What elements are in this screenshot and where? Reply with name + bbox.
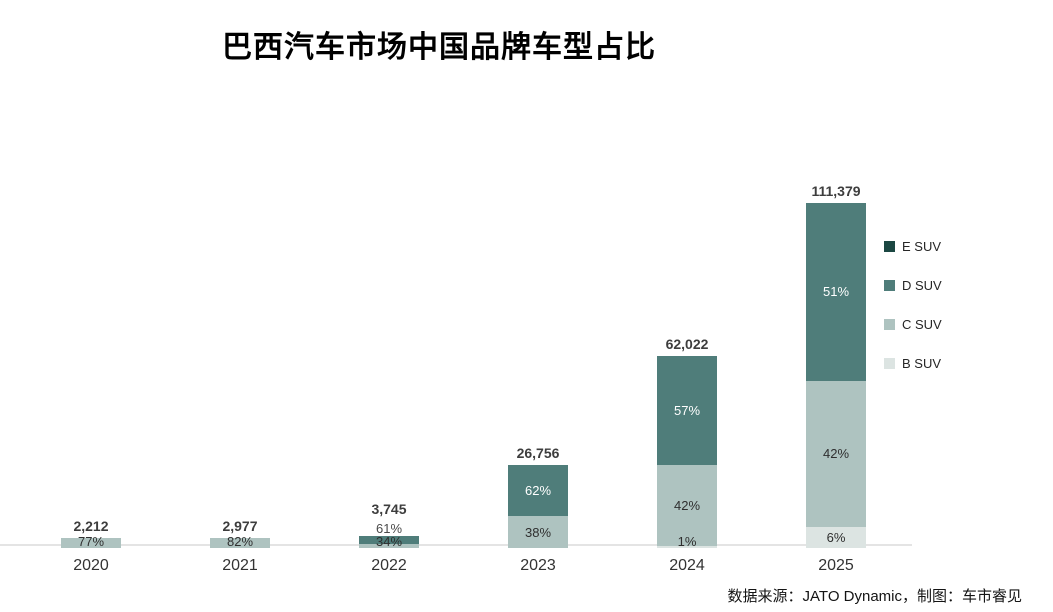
- legend-label: E SUV: [902, 239, 942, 254]
- segment-d-suv: 51%: [806, 203, 866, 381]
- bar-2025: 51% 42% 6%: [806, 203, 866, 548]
- legend-swatch-icon: [884, 358, 895, 369]
- total-label: 62,022: [665, 335, 709, 352]
- legend-swatch-icon: [884, 280, 895, 291]
- total-label: 2,212: [73, 518, 109, 534]
- percent-label: 51%: [822, 284, 850, 300]
- x-axis-line: [0, 544, 912, 546]
- total-label: 2,977: [222, 518, 258, 534]
- percent-label: 42%: [673, 498, 701, 514]
- bar-2024: 57% 42% 1%: [657, 355, 717, 549]
- segment-b-suv: 6%: [806, 527, 866, 548]
- percent-label: 82%: [226, 534, 254, 549]
- percent-label: 38%: [524, 524, 552, 540]
- percent-label: 57%: [673, 403, 701, 419]
- segment-c-suv: 82%: [210, 534, 270, 549]
- total-label: 3,745: [371, 501, 407, 518]
- legend-label: C SUV: [902, 317, 942, 332]
- total-label: 26,756: [516, 445, 560, 462]
- legend: E SUV D SUV C SUV B SUV: [884, 239, 942, 371]
- legend-item-b-suv: B SUV: [884, 356, 942, 371]
- segment-d-suv: 62%: [508, 465, 568, 517]
- x-axis-label-2022: 2022: [371, 557, 407, 574]
- x-axis-label-2024: 2024: [669, 557, 705, 574]
- legend-label: B SUV: [902, 356, 942, 371]
- legend-swatch-icon: [884, 241, 895, 252]
- x-axis-label-2020: 2020: [73, 557, 109, 574]
- segment-c-suv: 42%: [806, 380, 866, 528]
- segment-c-suv: 42%: [657, 465, 717, 547]
- legend-item-d-suv: D SUV: [884, 278, 942, 293]
- x-axis-label-2025: 2025: [818, 557, 854, 574]
- percent-label: 62%: [524, 483, 552, 499]
- bar-2022: 34%: [359, 534, 419, 549]
- percent-label: 61%: [375, 521, 403, 537]
- percent-label: 34%: [375, 533, 403, 549]
- percent-label: 6%: [826, 530, 846, 546]
- source-note: 数据来源：JATO Dynamic，制图：车市睿见: [727, 588, 1022, 605]
- segment-b-suv: 1%: [657, 534, 717, 549]
- segment-c-suv: 38%: [508, 516, 568, 548]
- percent-label: 42%: [822, 446, 850, 462]
- total-label: 111,379: [811, 183, 861, 199]
- segment-d-suv: [359, 536, 419, 544]
- percent-label: 77%: [77, 534, 105, 549]
- percent-label: 1%: [677, 533, 697, 549]
- bar-2023: 62% 38%: [508, 465, 568, 548]
- legend-item-e-suv: E SUV: [884, 239, 942, 254]
- legend-swatch-icon: [884, 319, 895, 330]
- segment-c-suv: 34%: [359, 534, 419, 549]
- chart-title: 巴西汽车市场中国品牌车型占比: [222, 31, 656, 64]
- legend-label: D SUV: [902, 278, 942, 293]
- bar-2021: 82%: [210, 534, 270, 549]
- bar-2020: 77%: [61, 534, 121, 549]
- x-axis-label-2021: 2021: [222, 557, 258, 574]
- x-axis-label-2023: 2023: [520, 557, 556, 574]
- segment-c-suv: 77%: [61, 534, 121, 549]
- legend-item-c-suv: C SUV: [884, 317, 942, 332]
- segment-d-suv: 57%: [657, 355, 717, 466]
